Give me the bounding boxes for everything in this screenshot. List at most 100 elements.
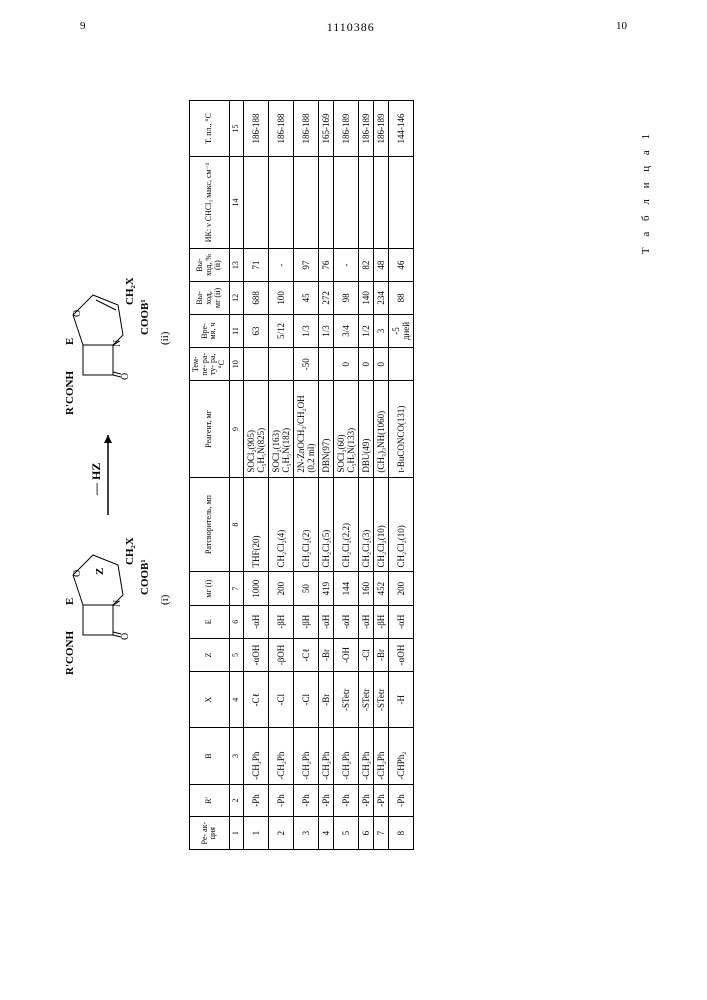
cell-r: -Ph: [268, 784, 293, 816]
cell-e: -αH: [358, 605, 373, 638]
cell-reag: SOCl₂(60) C₅H₅N(133): [333, 381, 358, 477]
coln-3: 3: [229, 728, 243, 785]
cell-time: 5/12: [268, 314, 293, 347]
cell-yield_mg: 100: [268, 281, 293, 314]
col-9: Реагент, мг: [189, 381, 229, 477]
coln-15: 15: [229, 101, 243, 157]
o2-label-ii: O: [120, 373, 131, 380]
table-row: 2-Ph-CH₂Ph-Cl-βOH-βH200CH₂Cl₂(4)SOCl₂(16…: [268, 101, 293, 850]
col-13: Вы- ход, % (ii): [189, 249, 229, 282]
cell-ir: [293, 156, 318, 248]
coln-13: 13: [229, 249, 243, 282]
coln-1: 1: [229, 817, 243, 850]
cell-temp: [268, 348, 293, 381]
cell-r: -Ph: [388, 784, 413, 816]
cell-time: 3/4: [333, 314, 358, 347]
cell-b: -CHPh₂: [388, 728, 413, 785]
cell-e: -αH: [318, 605, 333, 638]
cell-mg: 160: [358, 572, 373, 605]
cell-mg: 200: [268, 572, 293, 605]
column-number-row: 1 2 3 4 5 6 7 8 9 10 11 12 13 14 15: [229, 101, 243, 850]
cell-e: -αH: [243, 605, 268, 638]
arrow-label: — HZ: [89, 463, 103, 496]
cell-mp: 186-188: [243, 101, 268, 157]
col-12: Вы- ход, мг (ii): [189, 281, 229, 314]
col-10: Тем- пе- ра- ту- ра, °С: [189, 348, 229, 381]
col-7: мг (i): [189, 572, 229, 605]
col-8: Ратсворитель, мп: [189, 477, 229, 572]
cell-reag: SOCl₂(163) C₅H₅N(182): [268, 381, 293, 477]
cell-b: -CH₂Ph: [243, 728, 268, 785]
cell-b: -CH₂Ph: [358, 728, 373, 785]
coob1-label-ii: COOB¹: [139, 299, 151, 335]
cell-b: -CH₂Ph: [373, 728, 388, 785]
cell-r: -Ph: [373, 784, 388, 816]
cell-z: -αOH: [243, 638, 268, 672]
cell-yield_pct: 82: [358, 249, 373, 282]
col-5: Z: [189, 638, 229, 672]
cell-b: -CH₂Ph: [268, 728, 293, 785]
coln-2: 2: [229, 784, 243, 816]
col-6: E: [189, 605, 229, 638]
cell-temp: [388, 348, 413, 381]
coln-11: 11: [229, 314, 243, 347]
cell-yield_mg: 98: [333, 281, 358, 314]
cell-reag: SOCl₂(905) C₅H₅N(825): [243, 381, 268, 477]
cell-yield_mg: 45: [293, 281, 318, 314]
compound-ii-label: (ii): [159, 331, 171, 345]
cell-n: 3: [293, 817, 318, 850]
e-label-ii: E: [64, 338, 76, 345]
cell-solv: THF(20): [243, 477, 268, 572]
coln-8: 8: [229, 477, 243, 572]
coln-12: 12: [229, 281, 243, 314]
coln-9: 9: [229, 381, 243, 477]
cell-yield_mg: 234: [373, 281, 388, 314]
cell-time: 1/2: [358, 314, 373, 347]
ch2x-label-ii: CH₂X: [124, 277, 136, 305]
cell-n: 2: [268, 817, 293, 850]
cell-solv: CH₂Cl₂(10): [373, 477, 388, 572]
cell-yield_pct: 71: [243, 249, 268, 282]
col-4: X: [189, 672, 229, 728]
cell-mp: 186-189: [373, 101, 388, 157]
cell-mp: 186-189: [333, 101, 358, 157]
coln-10: 10: [229, 348, 243, 381]
cell-time: 63: [243, 314, 268, 347]
cell-mp: 186-188: [268, 101, 293, 157]
table-row: 5-Ph-CH₂Ph-STetr-OH-αH144CH₂Cl₂(2,2)SOCl…: [333, 101, 358, 850]
cell-e: -βH: [373, 605, 388, 638]
compound-i-label: (i): [159, 594, 171, 605]
cell-time: -5 дней: [388, 314, 413, 347]
cell-reag: t-BuCONCO(131): [388, 381, 413, 477]
reaction-scheme-svg: R'CONH E Z O N O CH₂X COOB¹ (i): [58, 225, 178, 725]
cell-yield_mg: 140: [358, 281, 373, 314]
col-14: ИК: ν CHCl₃ макс, см⁻¹: [189, 156, 229, 248]
cell-mg: 1000: [243, 572, 268, 605]
cell-time: 1/3: [318, 314, 333, 347]
rconh-label-i: R'CONH: [64, 631, 76, 675]
cell-yield_pct: 46: [388, 249, 413, 282]
coln-4: 4: [229, 672, 243, 728]
o2-label-i: O: [120, 633, 131, 640]
page-center: 1110386: [327, 20, 375, 35]
cell-e: -βH: [268, 605, 293, 638]
table-row: 7-Ph-CH₂Ph-STetr-Br-βH452CH₂Cl₂(10)(CH₃)…: [373, 101, 388, 850]
cell-yield_pct: -: [333, 249, 358, 282]
cell-n: 5: [333, 817, 358, 850]
col-2: R': [189, 784, 229, 816]
cell-x: -STetr: [373, 672, 388, 728]
cell-mp: 186-189: [358, 101, 373, 157]
cell-yield_pct: -: [268, 249, 293, 282]
n-label-ii: N: [112, 340, 123, 347]
page-header: 9 1110386 10: [30, 20, 677, 35]
cell-reag: DBN(97): [318, 381, 333, 477]
cell-e: -αH: [388, 605, 413, 638]
cell-r: -Ph: [318, 784, 333, 816]
cell-yield_mg: 88: [388, 281, 413, 314]
cell-temp: [243, 348, 268, 381]
cell-ir: [268, 156, 293, 248]
cell-ir: [373, 156, 388, 248]
cell-mp: 144-146: [388, 101, 413, 157]
col-15: Т. пл., °С: [189, 101, 229, 157]
cell-z: -αOH: [388, 638, 413, 672]
